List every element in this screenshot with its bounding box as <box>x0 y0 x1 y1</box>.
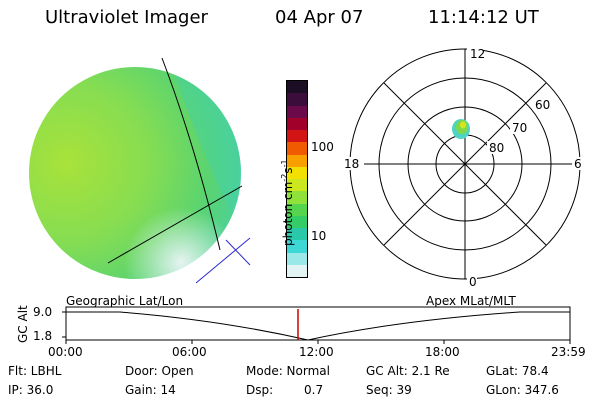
orbit-timeline <box>62 306 571 344</box>
colorbar-swatch <box>287 81 307 94</box>
colorbar-swatch <box>287 130 307 143</box>
colorbar-unit-label: photon cm-2s-1 <box>280 159 295 246</box>
info-dsp-label: Dsp: <box>246 383 274 397</box>
colorbar-swatch <box>287 166 307 179</box>
info-filter: Flt: LBHL <box>8 364 62 378</box>
colorbar-swatch <box>287 93 307 106</box>
polar-diagonal-2 <box>383 82 547 246</box>
latitude-line <box>107 185 243 264</box>
colorbar-swatch <box>287 240 307 253</box>
timeline-xtick-1200: 12:00 <box>299 345 334 359</box>
colorbar-swatch <box>287 105 307 118</box>
uv-image-panel <box>29 57 251 284</box>
colorbar-swatch <box>287 191 307 204</box>
colorbar-swatch <box>287 142 307 155</box>
mlt-label-6: 6 <box>574 157 582 171</box>
timeline-ytick-9: 9.0 <box>33 305 53 319</box>
mlt-label-18: 18 <box>344 157 359 171</box>
instrument-title: Ultraviolet Imager <box>45 7 208 28</box>
meridian-line <box>161 57 221 251</box>
time-label: 11:14:12 UT <box>428 7 539 28</box>
lat-label-80: 80 <box>489 141 504 155</box>
info-glat: GLat: 78.4 <box>486 364 549 378</box>
colorbar-swatch <box>287 203 307 216</box>
colorbar <box>286 80 308 278</box>
lat-label-70: 70 <box>512 121 527 135</box>
colorbar-swatch <box>287 252 307 265</box>
unit-exp1: -2 <box>280 173 289 182</box>
blue-line-1 <box>195 237 251 284</box>
info-gain: Gain: 14 <box>125 383 176 397</box>
info-ip: IP: 36.0 <box>8 383 54 397</box>
info-gc-alt: GC Alt: 2.1 Re <box>366 364 450 378</box>
timeline-frame <box>65 306 571 341</box>
colorbar-swatch <box>287 228 307 241</box>
timeline-left-title: Geographic Lat/Lon <box>66 294 184 308</box>
colorbar-swatch <box>287 215 307 228</box>
info-seq: Seq: 39 <box>366 383 412 397</box>
info-door: Door: Open <box>125 364 194 378</box>
info-glon: GLon: 347.6 <box>486 383 559 397</box>
lat-label-60: 60 <box>535 98 550 112</box>
earth-disk <box>29 67 241 279</box>
unit-text: photon cm <box>281 181 295 246</box>
colorbar-swatch <box>287 264 307 277</box>
colorbar-swatch <box>287 117 307 130</box>
auroral-spot <box>452 119 470 139</box>
timeline-right-title: Apex MLat/MLT <box>426 294 516 308</box>
timeline-xtick-0000: 00:00 <box>48 345 83 359</box>
timeline-axis-label: GC Alt <box>16 305 30 343</box>
colorbar-tick-100: 100 <box>311 140 334 154</box>
colorbar-tick-10: 10 <box>311 229 327 243</box>
date-label: 04 Apr 07 <box>275 7 364 28</box>
timeline-ytick-1-8: 1.8 <box>33 329 53 343</box>
colorbar-swatch <box>287 179 307 192</box>
blue-line-2 <box>225 239 251 266</box>
polar-plot: 12 18 6 0 60 70 80 <box>342 47 584 289</box>
mlt-label-12: 12 <box>470 47 485 61</box>
altitude-curve <box>66 311 570 341</box>
timeline-xtick-2359: 23:59 <box>551 345 586 359</box>
info-mode: Mode: Normal <box>246 364 330 378</box>
unit-exp2: -1 <box>280 159 289 168</box>
unit-s: s <box>281 167 295 174</box>
colorbar-swatch <box>287 154 307 167</box>
mlt-label-0: 0 <box>469 275 477 289</box>
colorbar-gradient <box>287 81 307 277</box>
timeline-xtick-1800: 18:00 <box>425 345 460 359</box>
info-dsp-value: 0.7 <box>304 383 324 397</box>
timeline-xtick-0600: 06:00 <box>172 345 207 359</box>
